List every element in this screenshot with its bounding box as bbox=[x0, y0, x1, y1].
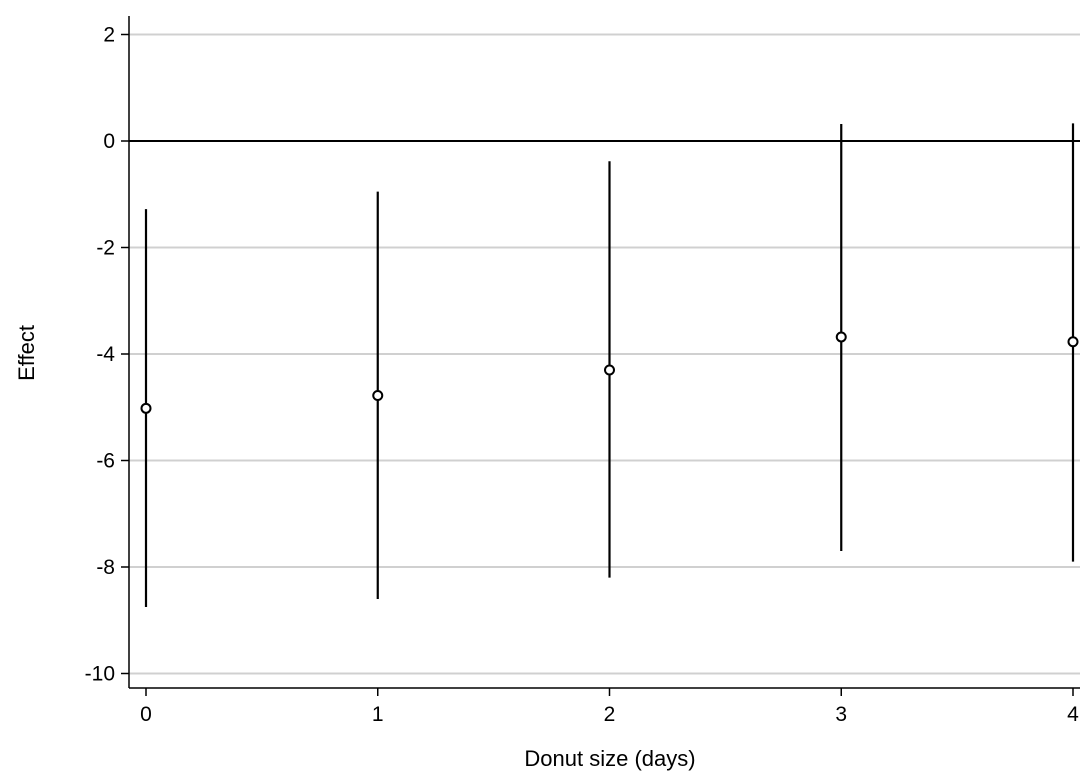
x-tick-label: 1 bbox=[372, 703, 384, 726]
y-tick-label: -8 bbox=[96, 556, 115, 579]
x-tick-label: 4 bbox=[1067, 703, 1079, 726]
y-tick-label: 2 bbox=[103, 24, 115, 47]
tick-labels: 2 0 -2 -4 -6 -8 -10 0 1 2 3 4 bbox=[85, 24, 1080, 727]
point-estimate bbox=[1067, 336, 1079, 348]
point-estimate bbox=[604, 364, 615, 376]
y-tick-label: -10 bbox=[85, 663, 115, 686]
point-estimate bbox=[140, 402, 152, 414]
x-tick-label: 2 bbox=[604, 703, 616, 726]
point-estimates bbox=[140, 331, 1079, 414]
y-tick-label: 0 bbox=[103, 130, 115, 153]
axes bbox=[121, 16, 1080, 696]
x-tick-label: 3 bbox=[835, 703, 847, 726]
point-estimate bbox=[835, 331, 847, 343]
x-axis-title: Donut size (days) bbox=[524, 746, 695, 771]
y-axis-title: Effect bbox=[14, 325, 39, 381]
y-tick-label: -2 bbox=[96, 237, 115, 260]
x-tick-label: 0 bbox=[140, 703, 152, 726]
y-tick-label: -4 bbox=[96, 343, 115, 366]
grid-layer bbox=[129, 33, 1080, 675]
y-tick-label: -6 bbox=[96, 450, 115, 473]
point-estimate bbox=[372, 390, 384, 402]
